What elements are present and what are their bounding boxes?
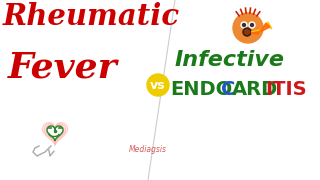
Circle shape bbox=[251, 24, 253, 26]
Text: Infective: Infective bbox=[175, 50, 285, 70]
Text: Fever: Fever bbox=[8, 50, 118, 84]
Circle shape bbox=[243, 24, 245, 26]
Polygon shape bbox=[251, 23, 270, 34]
Polygon shape bbox=[251, 22, 272, 33]
Text: ITIS: ITIS bbox=[265, 80, 307, 99]
Circle shape bbox=[249, 22, 255, 28]
Text: vs: vs bbox=[150, 78, 166, 91]
Circle shape bbox=[233, 13, 263, 43]
Circle shape bbox=[147, 74, 169, 96]
Text: ARD: ARD bbox=[232, 80, 278, 99]
Circle shape bbox=[243, 28, 251, 36]
Text: C: C bbox=[221, 80, 236, 99]
Circle shape bbox=[244, 30, 250, 35]
Text: ENDO: ENDO bbox=[170, 80, 232, 99]
Text: Mediagsis: Mediagsis bbox=[129, 145, 167, 154]
Text: Rheumatic: Rheumatic bbox=[3, 2, 180, 31]
Circle shape bbox=[241, 22, 247, 28]
